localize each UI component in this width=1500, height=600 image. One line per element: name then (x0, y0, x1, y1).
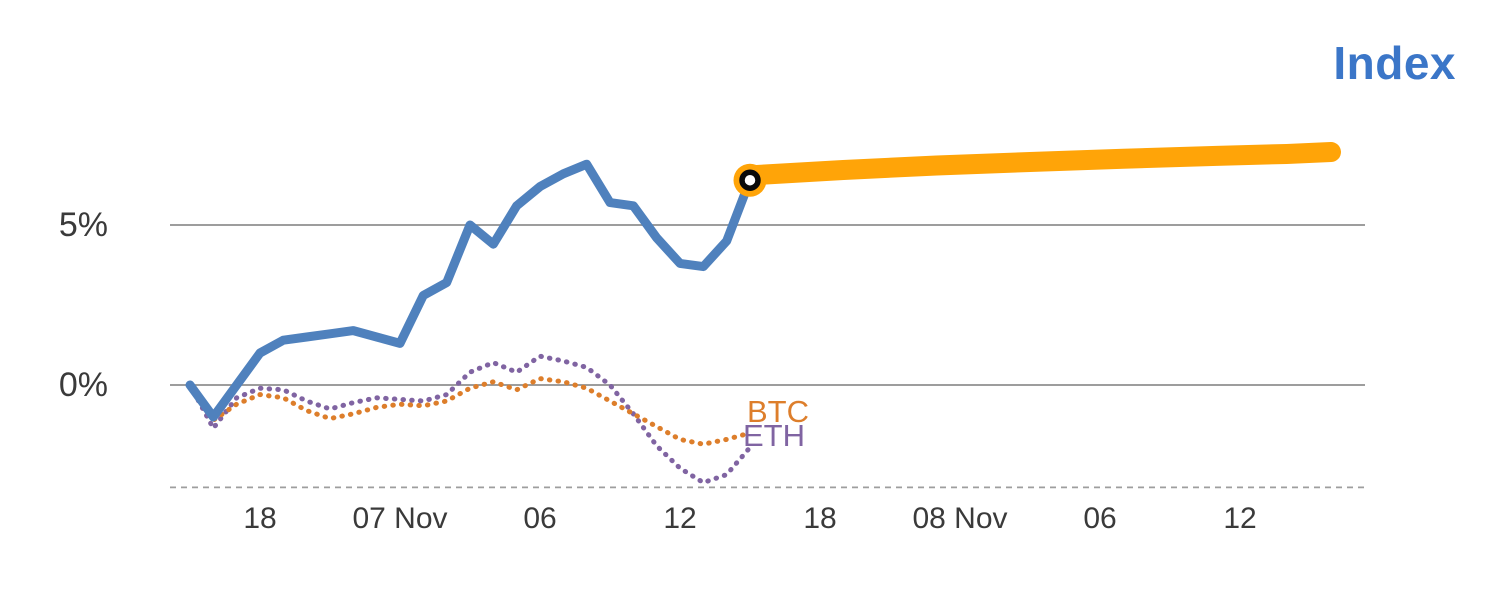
btc-series-label: BTC (747, 394, 809, 429)
y-axis-label-0pct: 0% (58, 366, 108, 404)
eth-series-label: ETH (743, 418, 805, 453)
x-tick-label-0: 18 (243, 502, 277, 535)
x-tick-label-1: 07 Nov (352, 502, 448, 535)
x-tick-label-5: 08 Nov (912, 502, 1008, 535)
chart-title: Index (1333, 37, 1456, 89)
x-tick-label-2: 06 (523, 502, 557, 535)
x-tick-label-7: 12 (1223, 502, 1257, 535)
x-tick-label-3: 12 (663, 502, 697, 535)
x-tick-label-6: 06 (1083, 502, 1117, 535)
y-axis-label-5pct: 5% (58, 206, 108, 244)
x-tick-label-4: 18 (803, 502, 837, 535)
current-point-marker (739, 169, 761, 191)
